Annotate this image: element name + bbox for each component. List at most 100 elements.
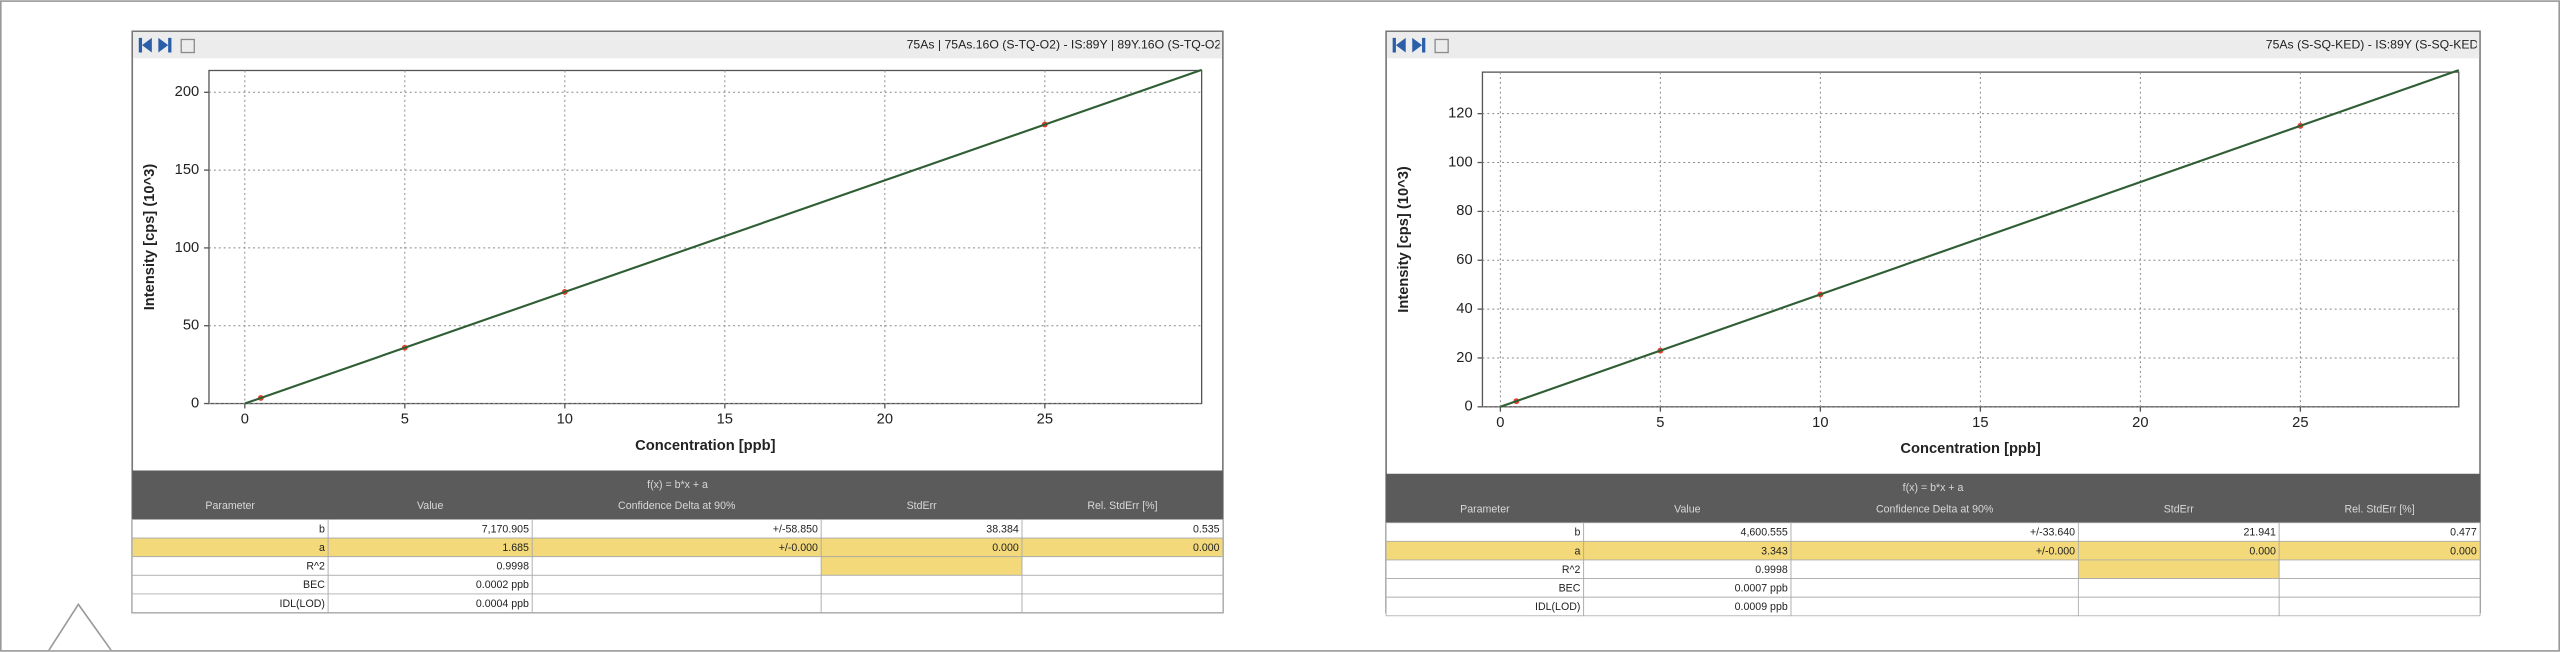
table-cell xyxy=(2077,559,2280,579)
panel: 75As (S-SQ-KED) - IS:89Y (S-SQ-KED 0 5 10 15… xyxy=(1385,30,2481,617)
y-tick-label: 50 xyxy=(183,318,199,334)
column-header: Rel. StdErr [%] xyxy=(1087,500,1157,512)
x-tick-label: 5 xyxy=(401,412,409,428)
y-tick-label: 0 xyxy=(191,395,199,411)
column-header: Value xyxy=(417,500,443,512)
table-cell xyxy=(1021,556,1224,576)
table-header-bg xyxy=(1386,473,2480,523)
x-tick-label: 0 xyxy=(1496,415,1504,431)
cell-text: BEC xyxy=(1559,582,1581,594)
table-cell xyxy=(531,556,822,576)
cell-text: R^2 xyxy=(1562,564,1581,576)
cell-text: 0.0009 ppb xyxy=(1735,601,1788,613)
nav-icon xyxy=(1392,37,1406,53)
table-cell xyxy=(1385,559,1585,579)
cell-text: +/-33.640 xyxy=(2030,527,2075,539)
panel-title: 75As | 75As.16O (S-TQ-O2) - IS:89Y | 89Y… xyxy=(907,37,1222,51)
table-cell xyxy=(131,574,329,595)
table-cell xyxy=(1385,540,1585,561)
nav-icon xyxy=(138,37,152,53)
column-header: StdErr xyxy=(907,500,938,512)
panel-header xyxy=(1386,32,2480,59)
y-tick-label: 200 xyxy=(175,84,200,100)
column-header: Confidence Delta at 90% xyxy=(618,500,736,512)
cell-text: 7,170.905 xyxy=(482,523,529,535)
column-header: Parameter xyxy=(1460,503,1510,515)
table-cell xyxy=(531,574,822,595)
table-cell xyxy=(2278,596,2481,617)
x-tick-label: 0 xyxy=(241,412,249,428)
y-axis-label: Intensity [cps] (10^3) xyxy=(142,164,158,311)
x-tick-label: 25 xyxy=(1037,412,1053,428)
cell-text: IDL(LOD) xyxy=(1535,601,1580,613)
cell-text: 0.000 xyxy=(1193,542,1220,554)
cell-text: R^2 xyxy=(306,561,325,573)
table-cell xyxy=(820,593,1023,613)
table-cell xyxy=(2077,596,2280,617)
panel-header xyxy=(133,32,1223,59)
table-cell xyxy=(131,556,329,576)
cell-text: 0.0002 ppb xyxy=(476,579,529,591)
panel: 75As | 75As.16O (S-TQ-O2) - IS:89Y | 89Y… xyxy=(131,30,1224,614)
column-header: Rel. StdErr [%] xyxy=(2345,503,2415,515)
y-tick-label: 100 xyxy=(1448,154,1473,170)
cell-text: 0.477 xyxy=(2450,527,2477,539)
table-cell xyxy=(131,519,329,539)
table-cell xyxy=(1385,522,1585,542)
table-cell xyxy=(1790,559,2079,579)
cell-text: b xyxy=(319,523,325,535)
fit-line xyxy=(244,68,1202,405)
cell-text: 0.0007 ppb xyxy=(1735,582,1788,594)
cell-text: b xyxy=(1575,527,1581,539)
cell-text: 3.343 xyxy=(1761,545,1788,557)
column-header: Confidence Delta at 90% xyxy=(1876,503,1994,515)
cell-text: a xyxy=(1575,545,1581,557)
x-axis-label: Concentration [ppb] xyxy=(1900,441,2040,457)
x-tick-label: 25 xyxy=(2292,415,2308,431)
y-tick-label: 40 xyxy=(1456,301,1472,317)
cell-text: 1.685 xyxy=(502,542,529,554)
x-axis-label: Concentration [ppb] xyxy=(635,438,775,454)
table-header-bg xyxy=(132,470,1223,520)
cell-text: IDL(LOD) xyxy=(280,598,325,610)
panel-title: 75As (S-SQ-KED) - IS:89Y (S-SQ-KED xyxy=(2266,37,2479,51)
cell-text: 38.384 xyxy=(986,523,1019,535)
cell-text: 0.9998 xyxy=(1755,564,1788,576)
x-tick-label: 5 xyxy=(1656,415,1664,431)
notch xyxy=(48,602,112,651)
cell-text: 4,600.555 xyxy=(1741,527,1788,539)
cell-text: 0.535 xyxy=(1193,523,1220,535)
formula: f(x) = b*x + a xyxy=(647,479,708,491)
nav-icon xyxy=(1412,37,1426,53)
y-tick-label: 20 xyxy=(1456,350,1472,366)
plot-area xyxy=(208,69,1203,405)
column-header: Value xyxy=(1674,503,1700,515)
fit-line xyxy=(1500,69,2460,408)
table-cell xyxy=(1790,596,2079,617)
y-tick-label: 100 xyxy=(175,240,200,256)
y-tick-label: 150 xyxy=(175,162,200,178)
table-cell xyxy=(1021,574,1224,595)
cell-text: a xyxy=(319,542,325,554)
y-tick-label: 0 xyxy=(1464,399,1472,415)
table-cell xyxy=(2077,578,2280,598)
cell-text: BEC xyxy=(303,579,325,591)
cell-text: +/-58.850 xyxy=(773,523,818,535)
cell-text: 21.941 xyxy=(2243,527,2276,539)
column-header: StdErr xyxy=(2164,503,2195,515)
column-header: Parameter xyxy=(205,500,255,512)
cell-text: 0.000 xyxy=(2249,545,2276,557)
cell-text: 0.0004 ppb xyxy=(476,598,529,610)
table-cell xyxy=(131,537,329,558)
cell-text: 0.000 xyxy=(992,542,1019,554)
cell-text: 0.000 xyxy=(2450,545,2477,557)
copy-icon xyxy=(180,38,195,54)
y-tick-label: 120 xyxy=(1448,106,1473,122)
table-cell xyxy=(2278,578,2481,598)
x-tick-label: 20 xyxy=(2132,415,2148,431)
x-tick-label: 15 xyxy=(717,412,733,428)
y-tick-label: 60 xyxy=(1456,252,1472,268)
table-cell xyxy=(820,574,1023,595)
x-tick-label: 10 xyxy=(1812,415,1828,431)
